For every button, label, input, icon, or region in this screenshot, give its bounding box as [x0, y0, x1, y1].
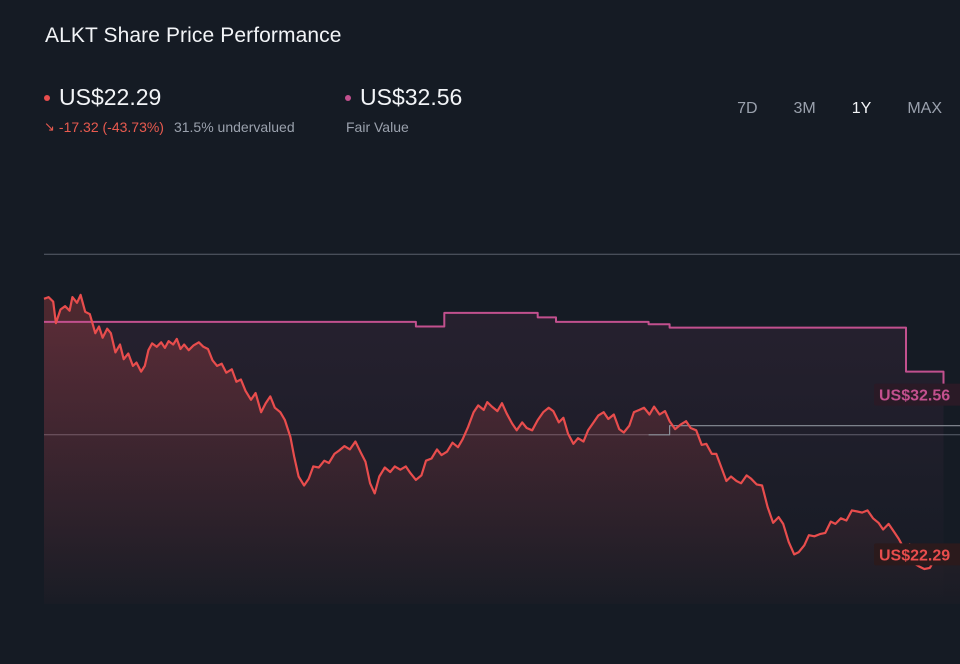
- tab-3m[interactable]: 3M: [793, 100, 816, 117]
- fair-value-label: Fair Value: [346, 119, 409, 135]
- current-price-dot: [44, 94, 50, 101]
- tab-1y[interactable]: 1Y: [851, 100, 872, 117]
- fair-value-block: US$32.56 Fair Value: [345, 84, 462, 135]
- valuation-status: 31.5% undervalued: [173, 119, 295, 135]
- svg-text:US$32.56: US$32.56: [879, 388, 950, 405]
- timeframe-tabs: 7D 3M 1Y MAX: [701, 100, 942, 118]
- fair-value-dot: [345, 94, 351, 101]
- price-change: ↘ -17.32 (-43.73%): [44, 119, 164, 135]
- fair-value-end-label: US$32.56: [874, 383, 960, 406]
- tab-7d[interactable]: 7D: [737, 100, 758, 117]
- industry-line: [648, 425, 960, 436]
- arrow-down-right-icon: ↘: [44, 119, 55, 134]
- current-price: US$22.29: [59, 84, 162, 110]
- svg-text:US$22.29: US$22.29: [879, 547, 950, 564]
- chart-title: ALKT Share Price Performance: [45, 24, 342, 47]
- price-area: [44, 294, 960, 604]
- fair-value-price: US$32.56: [360, 84, 463, 110]
- fair-value-line: [44, 311, 945, 395]
- share-price-line: [43, 293, 960, 571]
- share-price-end-label: US$22.29: [874, 543, 960, 566]
- price-change-value: -17.32 (-43.73%): [58, 119, 164, 135]
- current-price-block: US$22.29 ↘ -17.32 (-43.73%) 31.5% underv…: [44, 84, 295, 135]
- tab-max[interactable]: MAX: [907, 100, 942, 117]
